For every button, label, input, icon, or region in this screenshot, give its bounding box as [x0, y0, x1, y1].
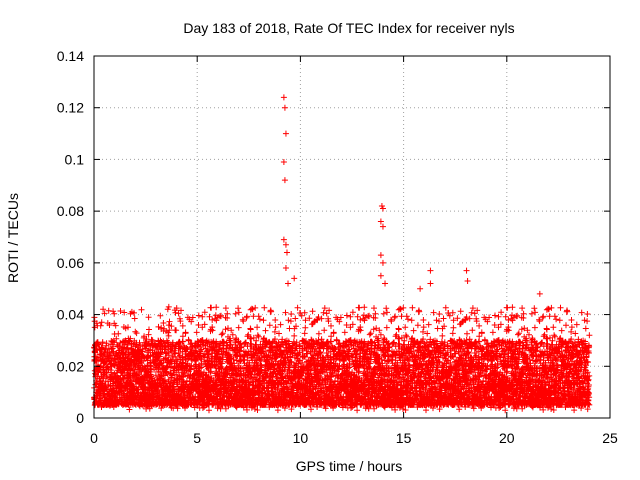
- roti-point-1: [281, 104, 288, 111]
- roti-point-21: [417, 285, 424, 292]
- x-axis-label: GPS time / hours: [296, 458, 403, 474]
- roti-point-24: [536, 290, 543, 297]
- y-tick-label: 0.14: [57, 48, 84, 64]
- roti-point-11: [378, 202, 385, 209]
- chart-title: Day 183 of 2018, Rate Of TEC Index for r…: [183, 20, 514, 36]
- x-tick-label: 20: [499, 430, 515, 446]
- roti-point-15: [377, 252, 384, 259]
- roti-point-14: [379, 223, 386, 230]
- x-tick-label: 10: [293, 430, 309, 446]
- plot-frame: [93, 55, 611, 419]
- y-axis-label: ROTI / TECUs: [5, 193, 21, 283]
- roti-point-23: [464, 277, 471, 284]
- roti-point-22: [463, 267, 470, 274]
- roti-series: [91, 94, 593, 414]
- x-tick-label: 5: [193, 430, 201, 446]
- roti-point-25: [586, 332, 593, 339]
- roti-point-16: [379, 259, 386, 266]
- roti-point-4: [281, 177, 288, 184]
- roti-point-18: [382, 280, 389, 287]
- roti-point-20: [427, 280, 434, 287]
- roti-data-band: [91, 303, 593, 414]
- roti-point-13: [377, 218, 384, 225]
- roti-point-3: [280, 159, 287, 166]
- roti-point-0: [280, 94, 287, 101]
- x-tick-label: 25: [602, 430, 618, 446]
- roti-point-9: [285, 280, 292, 287]
- roti-point-8: [282, 265, 289, 272]
- x-tick-label: 15: [396, 430, 412, 446]
- y-tick-label: 0.12: [57, 100, 84, 116]
- y-tick-label: 0.02: [57, 358, 84, 374]
- y-tick-label: 0.04: [57, 307, 84, 323]
- roti-point-17: [377, 272, 384, 279]
- roti-point-5: [280, 236, 287, 243]
- y-tick-label: 0.08: [57, 203, 84, 219]
- x-tick-label: 0: [90, 430, 98, 446]
- y-tick-label: 0: [76, 410, 84, 426]
- y-tick-label: 0.1: [65, 151, 85, 167]
- roti-point-2: [282, 130, 289, 137]
- roti-point-6: [282, 241, 289, 248]
- axis-ticks: 0 0.02 0.04 0.06 0.08 0.1 0.12 0.14 0 5 10 15 20 25: [57, 48, 618, 446]
- grid-lines: [94, 56, 610, 418]
- roti-point-12: [379, 205, 386, 212]
- roti-point-19: [427, 267, 434, 274]
- y-tick-label: 0.06: [57, 255, 84, 271]
- roti-point-10: [291, 275, 298, 282]
- roti-point-7: [283, 249, 290, 256]
